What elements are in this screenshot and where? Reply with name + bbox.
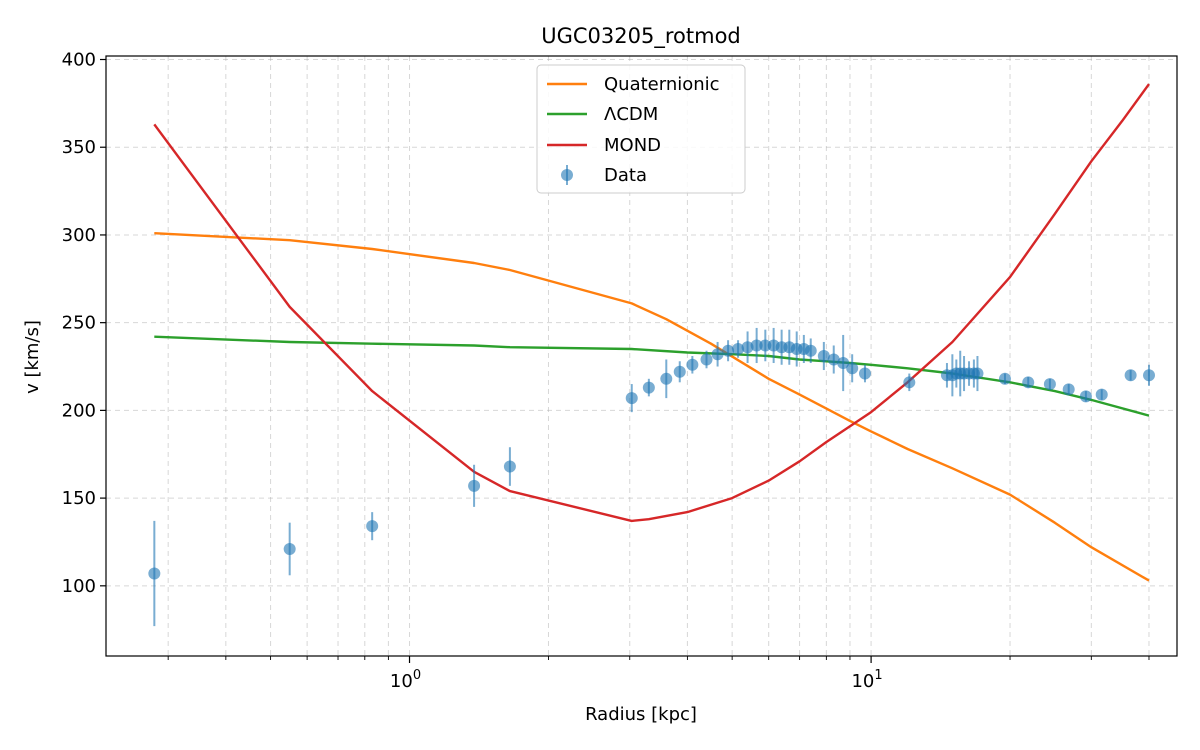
x-axis-label: Radius [kpc] (585, 704, 697, 725)
data-point (827, 353, 840, 366)
y-tick-label: 150 (62, 488, 96, 509)
series-layer (153, 83, 1150, 582)
legend-swatch-data (561, 165, 573, 185)
data-point (148, 567, 161, 580)
data-point (1022, 376, 1035, 389)
data-point (1095, 388, 1108, 401)
data-point (1062, 383, 1075, 396)
y-tick-label: 400 (62, 50, 96, 71)
y-axis-label: v [km/s] (22, 320, 43, 394)
series-line-quaternionic (154, 232, 1150, 582)
data-point (998, 372, 1011, 385)
data-point (971, 367, 984, 380)
legend-label-data: Data (604, 165, 647, 186)
legend-label-quaternionic: Quaternionic (604, 74, 720, 95)
data-point (1079, 390, 1092, 403)
data-point (366, 520, 379, 533)
legend: Quaternionic ΛCDM MOND Data (536, 64, 746, 194)
data-point (686, 358, 699, 371)
y-tick-label: 200 (62, 400, 96, 421)
series-line-lcdm (154, 335, 1150, 417)
data-point (741, 341, 754, 354)
legend-data-dot (561, 169, 573, 181)
data-point (660, 372, 673, 385)
y-tick-label: 300 (62, 225, 96, 246)
data-point (673, 365, 686, 378)
x-tick-label: 101 (851, 668, 882, 692)
data-points-layer (148, 327, 1155, 627)
data-point (817, 350, 830, 362)
data-point (711, 348, 724, 361)
data-point (468, 479, 481, 492)
data-point (804, 344, 817, 357)
data-point (750, 339, 763, 352)
chart-title: UGC03205_rotmod (541, 24, 741, 49)
data-point (732, 342, 745, 355)
series-line-mond (153, 83, 1150, 523)
legend-label-lcdm: ΛCDM (604, 104, 658, 125)
data-point (503, 460, 516, 473)
plot-area-frame (105, 55, 1178, 657)
x-tick-label: 100 (390, 668, 421, 692)
data-point (625, 392, 638, 405)
data-point (846, 362, 859, 375)
y-tick-label: 350 (62, 137, 96, 158)
legend-box (536, 64, 746, 194)
data-point (722, 344, 735, 357)
legend-label-mond: MOND (604, 135, 661, 156)
y-tick-label: 100 (62, 576, 96, 597)
data-point (283, 542, 296, 555)
data-point (642, 381, 655, 394)
axes-ticks: 100 101 100 150 200 250 300 350 400 (62, 50, 1150, 692)
data-point (1043, 378, 1056, 391)
data-point (1124, 369, 1137, 382)
data-point (903, 376, 916, 389)
data-point (759, 339, 772, 352)
y-tick-label: 250 (62, 313, 96, 334)
data-point (700, 353, 713, 366)
data-point (1142, 369, 1155, 382)
data-point (858, 367, 871, 380)
data-point (837, 357, 850, 370)
